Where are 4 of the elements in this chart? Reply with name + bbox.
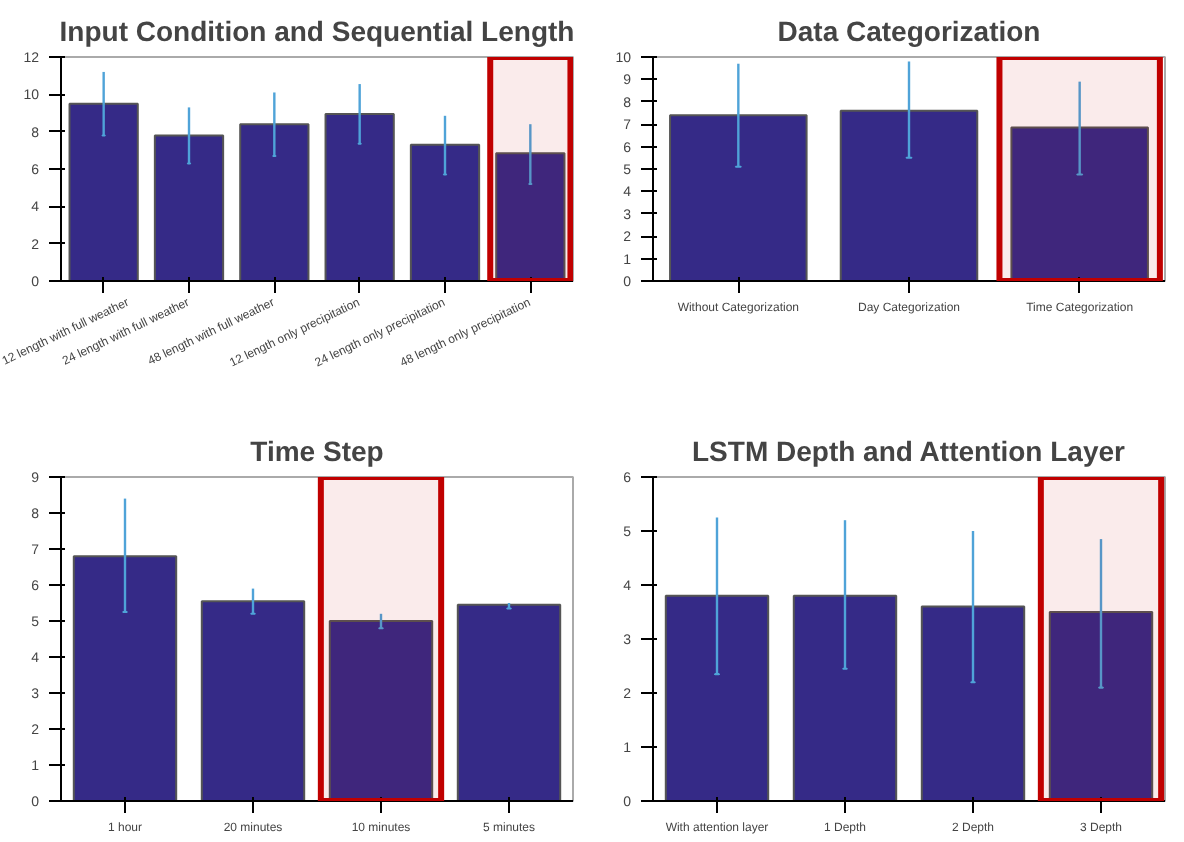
chart-title: LSTM Depth and Attention Layer	[692, 435, 1127, 467]
chart-title: Data Categorization	[777, 15, 1041, 47]
chart-title: Time Step	[250, 435, 384, 467]
chart-title: Input Condition and Sequential Length	[59, 15, 575, 47]
